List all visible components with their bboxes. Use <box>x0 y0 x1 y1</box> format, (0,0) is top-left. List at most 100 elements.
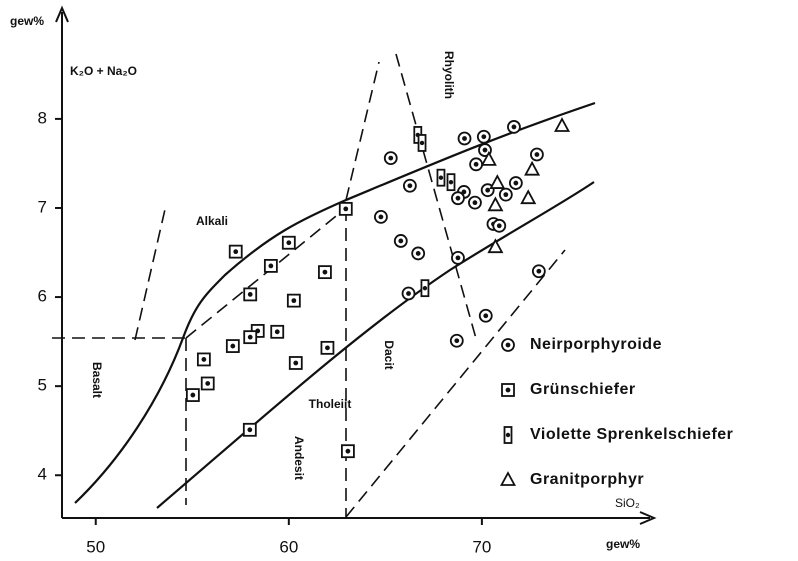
y-tick-label: 5 <box>38 376 47 395</box>
point-part <box>455 255 461 261</box>
field-line <box>134 204 167 341</box>
point <box>476 129 491 144</box>
point <box>196 352 211 367</box>
point <box>420 279 430 298</box>
point-part <box>480 150 497 166</box>
point <box>520 189 537 205</box>
point <box>401 286 416 301</box>
point <box>554 117 571 132</box>
point <box>318 265 332 280</box>
legend-label: Neirporphyroide <box>530 336 662 353</box>
point-part <box>322 269 328 275</box>
point-part <box>345 448 351 454</box>
point-part <box>534 152 540 157</box>
legend-marker-part <box>499 471 517 486</box>
y-tick-label: 8 <box>38 108 47 127</box>
point <box>492 218 507 233</box>
y-unit: gew% <box>10 14 44 28</box>
point <box>457 131 472 146</box>
point <box>374 209 388 224</box>
point <box>446 173 456 192</box>
field-line <box>395 53 478 343</box>
x-arrow <box>639 511 657 525</box>
point-part <box>487 238 504 254</box>
x-unit: gew% <box>606 537 640 551</box>
point <box>243 287 258 302</box>
y-tick-label: 4 <box>38 465 47 484</box>
point-part <box>230 343 236 349</box>
point <box>200 376 215 391</box>
point <box>451 191 465 206</box>
point-part <box>473 161 479 167</box>
point-part <box>513 180 519 186</box>
point <box>185 388 200 402</box>
point-part <box>286 240 292 246</box>
point-part <box>520 189 537 205</box>
point <box>524 160 541 176</box>
point <box>451 250 465 265</box>
point-part <box>343 206 349 212</box>
point <box>417 134 427 152</box>
point-part <box>422 285 428 291</box>
y-arrow <box>55 5 69 23</box>
point-part <box>247 291 253 297</box>
point-part <box>325 345 330 351</box>
point-part <box>511 124 517 130</box>
point-part <box>496 223 502 229</box>
point-part <box>247 334 253 340</box>
point-part <box>503 192 509 198</box>
point-part <box>438 175 444 180</box>
point-part <box>201 357 207 362</box>
point-part <box>419 140 425 146</box>
point <box>436 168 446 187</box>
annotation: Andesit <box>292 436 306 480</box>
y-tick-label: 6 <box>38 287 47 306</box>
tholeiit-boundary <box>156 181 595 509</box>
point <box>270 324 285 339</box>
field-line <box>185 207 347 339</box>
point-part <box>274 329 280 335</box>
alkali-boundary <box>74 101 596 504</box>
point <box>489 174 506 189</box>
point-part <box>448 179 454 185</box>
point-part <box>291 298 297 304</box>
legend-marker-part <box>505 387 511 393</box>
point-part <box>268 263 274 269</box>
point-part <box>388 155 394 161</box>
point <box>469 157 483 172</box>
legend-marker <box>503 426 513 444</box>
point-part <box>485 187 491 193</box>
point-part <box>462 136 467 141</box>
point <box>320 340 335 355</box>
legend-marker-part <box>505 432 511 438</box>
field-line <box>345 61 380 201</box>
point <box>498 187 513 202</box>
y-tick-label: 7 <box>38 197 47 216</box>
legend-marker <box>499 471 517 486</box>
annotation: Tholeiit <box>309 397 352 411</box>
point <box>228 244 243 259</box>
point <box>531 264 546 279</box>
point <box>393 234 408 248</box>
point <box>243 330 258 345</box>
point-part <box>524 160 541 176</box>
point <box>281 235 296 250</box>
point-part <box>461 189 467 195</box>
x-label: SiO₂ <box>615 496 640 510</box>
point-part <box>247 427 253 433</box>
legend-label: Grünschiefer <box>530 381 636 398</box>
y-label: K₂O + Na₂O <box>70 64 137 78</box>
point <box>225 339 240 353</box>
point <box>286 293 301 308</box>
point <box>480 150 497 166</box>
point-part <box>190 392 196 398</box>
point <box>508 176 523 190</box>
legend-marker <box>501 338 515 352</box>
point <box>487 238 504 254</box>
point-part <box>482 147 488 153</box>
point <box>383 151 398 165</box>
point-part <box>407 183 413 189</box>
point-part <box>293 360 299 366</box>
point <box>530 147 544 162</box>
